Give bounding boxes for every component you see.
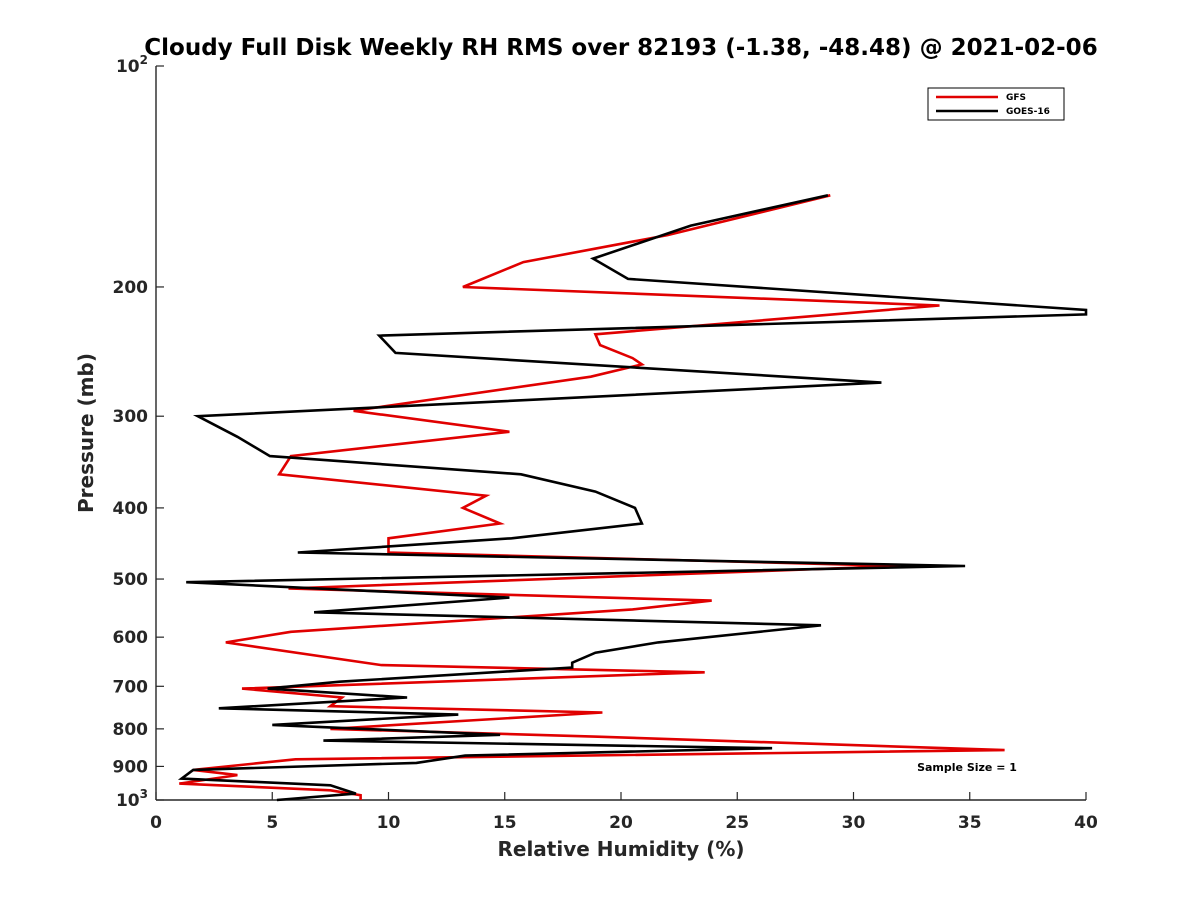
y-tick-label: 102: [116, 53, 148, 77]
series-line-gfs: [179, 194, 1005, 800]
y-tick-label: 500: [113, 570, 149, 590]
x-tick-label: 10: [377, 813, 401, 833]
y-tick-label: 600: [113, 628, 149, 648]
x-tick-label: 40: [1074, 813, 1098, 833]
y-tick-label: 400: [113, 499, 149, 519]
chart-title: Cloudy Full Disk Weekly RH RMS over 8219…: [144, 35, 1097, 61]
axes: 0 5 10 15 20 25 30 35 40 102 200 300 400 500 600 700 800…: [113, 53, 1098, 833]
y-tick-label: 900: [113, 757, 149, 777]
y-tick-label: 103: [116, 787, 148, 811]
y-tick-label: 300: [113, 407, 149, 427]
y-axis-label: Pressure (mb): [74, 353, 98, 513]
sample-size-annotation: Sample Size = 1: [917, 761, 1017, 774]
x-tick-label: 15: [493, 813, 517, 833]
legend-box: [927, 87, 1065, 121]
x-axis-label: Relative Humidity (%): [497, 837, 744, 861]
legend-label: GFS: [1006, 93, 1026, 103]
x-tick-label: 30: [842, 813, 866, 833]
series-lines: [177, 194, 1088, 802]
y-tick-label: 200: [113, 278, 149, 298]
legend-label: GOES-16: [1006, 107, 1050, 117]
y-tick-label: 800: [113, 720, 149, 740]
x-tick-label: 35: [958, 813, 982, 833]
series-line-goes-16: [177, 194, 1088, 802]
x-tick-label: 5: [266, 813, 278, 833]
x-tick-label: 20: [609, 813, 633, 833]
legend: GFS GOES-16: [927, 87, 1065, 121]
x-tick-label: 25: [725, 813, 749, 833]
x-tick-label: 0: [150, 813, 162, 833]
y-tick-label: 700: [113, 677, 149, 697]
